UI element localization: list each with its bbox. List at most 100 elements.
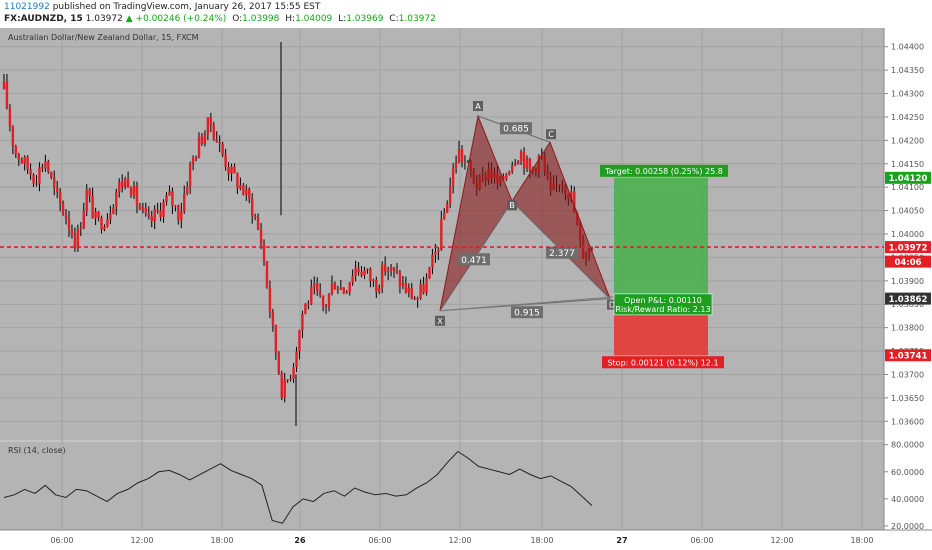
ratio-label-box (458, 253, 490, 266)
rsi-tick-label: 40.0000 (891, 495, 924, 504)
candle-body (97, 211, 100, 218)
target-label-box (600, 164, 728, 177)
pattern-ratio-label[interactable]: 0.471 (458, 253, 490, 266)
candle-body (422, 284, 425, 293)
candle-body (227, 166, 230, 174)
time-tick-label: 06:00 (690, 536, 713, 545)
pattern-point-a[interactable]: A (473, 101, 483, 112)
price-axis-badge: 1.04120 (885, 171, 931, 184)
candle-body (171, 191, 174, 207)
pattern-ratio-label[interactable]: 0.685 (500, 122, 532, 135)
pattern-ratio-label[interactable]: 0.915 (511, 306, 543, 319)
target-label[interactable]: Target: 0.00258 (0.25%) 25.8 (600, 164, 728, 177)
pnl-text: Open P&L: 0.00110 (624, 296, 702, 305)
candle-body (156, 209, 159, 211)
candle-body (570, 191, 573, 199)
candle-body (180, 210, 183, 221)
candle-body (428, 267, 431, 279)
harmonic-pattern[interactable]: X A B C D 0.685 0.471 2.377 0.915 (435, 101, 617, 326)
last-price: 1.03972 (85, 14, 123, 24)
target-zone[interactable] (614, 177, 708, 302)
candle-body (76, 229, 80, 249)
publish-line: 11021992 published on TradingView.com, J… (4, 2, 320, 12)
candle-body (301, 314, 304, 331)
time-tick-label: 18:00 (210, 536, 233, 545)
price-tick-label: 1.04400 (891, 43, 924, 52)
candle-body (94, 211, 97, 219)
stop-label[interactable]: Stop: 0.00121 (0.12%) 12.1 (602, 356, 724, 369)
open-label: O: (232, 14, 243, 24)
candle-body (185, 186, 189, 194)
candle-body (112, 207, 115, 214)
candle-body (29, 169, 32, 175)
candle-body (239, 185, 242, 189)
candle-body (443, 212, 446, 220)
candle-body (79, 228, 83, 230)
candle-body (8, 108, 12, 127)
candle-body (32, 174, 35, 184)
trend-line (439, 296, 615, 312)
candle-body (26, 156, 29, 170)
rsi-tick-label: 60.0000 (891, 468, 924, 477)
pattern-ratio-label[interactable]: 2.377 (546, 246, 578, 259)
rsi-indicator (3, 450, 593, 524)
candle-body (115, 191, 118, 208)
time-axis-background[interactable] (0, 530, 932, 550)
price-tick-label: 1.03650 (891, 394, 924, 403)
candle-body (188, 163, 192, 187)
candle-body (41, 167, 44, 169)
candle-body (395, 270, 399, 273)
price-badge-text: 1.03972 (889, 243, 928, 253)
candle-body (85, 189, 88, 211)
candle-body (508, 171, 511, 175)
candle-body (245, 189, 248, 195)
candle-body (138, 206, 142, 210)
candle-body (14, 146, 18, 154)
rsi-pane-background[interactable] (0, 442, 884, 530)
candle-body (61, 203, 65, 215)
candle-body (174, 205, 177, 207)
author-link[interactable]: 11021992 (4, 2, 50, 12)
time-tick-label: 06:00 (368, 536, 391, 545)
pattern-point-x[interactable]: X (435, 315, 445, 326)
price-badge-box (885, 255, 931, 268)
chart-title: Australian Dollar/New Zealand Dollar, 15… (8, 33, 199, 42)
pattern-point-b[interactable]: B (507, 200, 517, 211)
price-axis-badge: 1.03972 (885, 241, 931, 253)
candle-body (366, 268, 369, 270)
price-axis-background[interactable] (884, 28, 932, 530)
open-value: 1.03998 (242, 14, 280, 24)
position-tool[interactable]: Target: 0.00258 (0.25%) 25.8 Open P&L: 0.… (439, 164, 728, 369)
pattern-point-d[interactable]: D (607, 299, 617, 310)
ratio-label-text: 0.471 (461, 256, 487, 266)
candle-body (342, 287, 345, 294)
candle-body (11, 126, 15, 147)
ratio-label-text: 2.377 (549, 249, 575, 259)
candle-body (511, 165, 514, 172)
candle-body (38, 167, 41, 184)
point-label-text: B (509, 201, 515, 210)
price-axis-badge: 1.03862 (885, 292, 931, 305)
close-value: 1.03972 (398, 14, 436, 24)
candle-body (505, 174, 508, 180)
point-label-text: A (475, 102, 481, 111)
candle-body (212, 124, 215, 140)
candle-body (292, 366, 295, 379)
candle-body (50, 172, 53, 178)
candle-body (460, 148, 464, 162)
candle-body (363, 269, 366, 276)
point-label-box (435, 315, 445, 326)
candle-body (197, 136, 201, 159)
stop-label-text: Stop: 0.00121 (0.12%) 12.1 (607, 358, 718, 367)
candle-body (20, 159, 23, 164)
candle-body (378, 287, 381, 293)
candle-body (218, 142, 221, 144)
candle-body (446, 203, 449, 213)
candle-body (177, 205, 180, 221)
candle-body (248, 189, 251, 199)
candle-body (200, 136, 204, 145)
pattern-point-c[interactable]: C (546, 129, 556, 140)
change-value: +0.00246 (+0.24%) (135, 14, 227, 24)
